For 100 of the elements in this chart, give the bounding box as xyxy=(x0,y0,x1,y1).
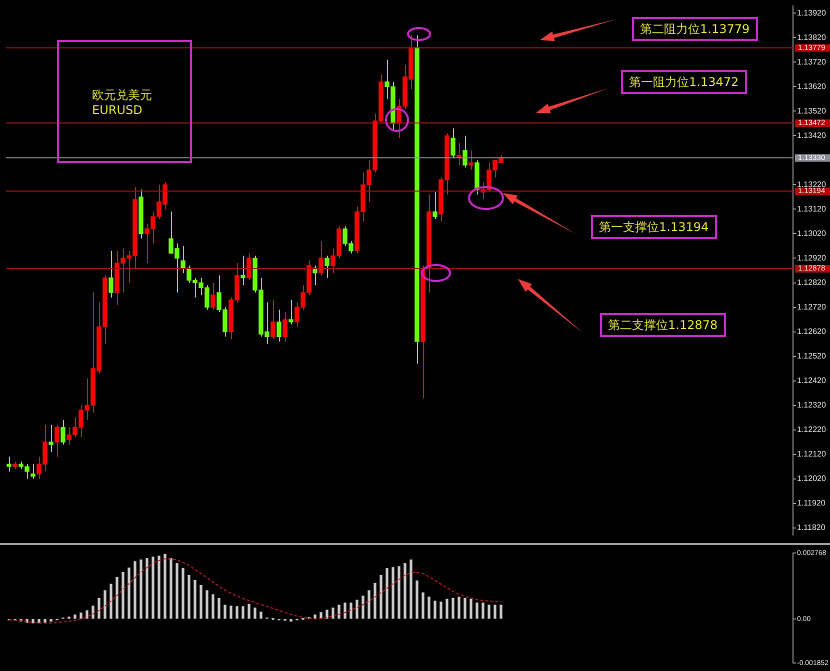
bar xyxy=(332,608,334,619)
bar xyxy=(50,619,52,622)
candlestick xyxy=(462,135,468,168)
bar xyxy=(476,602,478,619)
candlestick xyxy=(432,192,438,220)
y-tick-label: 1.13120 xyxy=(797,204,826,214)
candlestick xyxy=(282,312,288,342)
bar xyxy=(206,590,208,619)
candlestick xyxy=(468,150,474,171)
candlestick xyxy=(450,128,456,158)
bar xyxy=(434,600,436,619)
bar xyxy=(374,582,376,619)
bar xyxy=(314,614,316,619)
candlestick xyxy=(270,299,276,340)
y-tick-label: 1.12320 xyxy=(797,400,826,410)
candlestick xyxy=(60,420,66,446)
y-tick-label: 1.13420 xyxy=(797,130,826,140)
bar xyxy=(326,610,328,619)
bar xyxy=(140,560,142,619)
bar xyxy=(134,561,136,619)
candlestick xyxy=(246,252,252,281)
annotation: 第一支撑位1.13194 xyxy=(591,215,717,239)
bar xyxy=(146,558,148,619)
bar xyxy=(404,563,406,619)
bar xyxy=(104,590,106,619)
bar xyxy=(32,619,34,624)
bar xyxy=(152,556,154,619)
y-tick-label: 1.12420 xyxy=(797,376,826,385)
annotation: EURUSD xyxy=(92,103,142,117)
bar xyxy=(230,606,232,619)
annotation: 第二阻力位1.13779 xyxy=(632,17,758,41)
candlestick xyxy=(312,265,318,286)
y-tick-label: 1.13820 xyxy=(797,32,826,42)
bar xyxy=(494,604,496,619)
y-tick-label: 1.12520 xyxy=(797,351,826,360)
y-tick-label: 1.13920 xyxy=(797,8,826,18)
y-tick-label: 1.12220 xyxy=(797,425,826,434)
candlestick xyxy=(288,299,294,325)
bar xyxy=(242,606,244,619)
bar xyxy=(338,604,340,619)
y-tick-label: 1.12920 xyxy=(797,253,826,262)
candlestick xyxy=(324,255,330,278)
bar xyxy=(410,560,412,619)
annotation: 第二支撑位1.12878 xyxy=(600,313,726,337)
bar xyxy=(380,575,382,619)
bar xyxy=(260,612,262,619)
bar xyxy=(224,604,226,619)
bar xyxy=(470,598,472,619)
bar xyxy=(248,604,250,619)
bar xyxy=(422,592,424,619)
candlestick xyxy=(318,240,324,276)
candlestick xyxy=(54,424,60,458)
bar xyxy=(74,614,76,619)
line-series xyxy=(8,558,502,624)
bar xyxy=(254,608,256,619)
candlestick xyxy=(210,282,216,310)
y-tick-label: 1.13720 xyxy=(797,57,826,66)
bar xyxy=(464,598,466,619)
bar xyxy=(416,580,418,619)
bar xyxy=(392,567,394,619)
bar xyxy=(386,568,388,619)
bar xyxy=(218,598,220,619)
bar xyxy=(200,585,202,619)
bar xyxy=(194,580,196,619)
bar xyxy=(128,568,130,619)
bar xyxy=(164,554,166,619)
y-tick-label: 1.13620 xyxy=(797,82,826,91)
bar xyxy=(344,602,346,619)
bar xyxy=(176,563,178,619)
bar xyxy=(188,575,190,619)
bar xyxy=(368,590,370,619)
annotation: 第一阻力位1.13472 xyxy=(621,70,747,94)
bar xyxy=(110,584,112,619)
y-tick-label: 1.11820 xyxy=(797,523,826,532)
bar xyxy=(398,566,400,619)
candlestick xyxy=(276,309,282,342)
y-tick-label: 1.12720 xyxy=(797,302,826,312)
bar xyxy=(356,600,358,619)
bar xyxy=(158,556,160,619)
candlestick xyxy=(48,424,54,452)
bar xyxy=(212,594,214,619)
y-tick-label: 1.12020 xyxy=(797,474,826,484)
candlestick xyxy=(6,456,12,472)
bar xyxy=(482,602,484,619)
candlestick xyxy=(30,464,36,480)
y-tick-label: 1.12620 xyxy=(797,326,826,336)
bar xyxy=(452,598,454,619)
bar xyxy=(170,558,172,619)
annotation: 欧元兑美元 xyxy=(92,88,152,102)
bar xyxy=(98,598,100,619)
bar xyxy=(116,576,118,619)
bar xyxy=(122,572,124,619)
bar xyxy=(236,606,238,619)
bar xyxy=(488,604,490,619)
y-tick-label: 1.11920 xyxy=(797,498,826,508)
bar xyxy=(350,602,352,619)
y-tick-label: 1.13520 xyxy=(797,106,826,116)
bar xyxy=(458,596,460,619)
bar xyxy=(500,604,502,619)
bar xyxy=(290,619,292,622)
